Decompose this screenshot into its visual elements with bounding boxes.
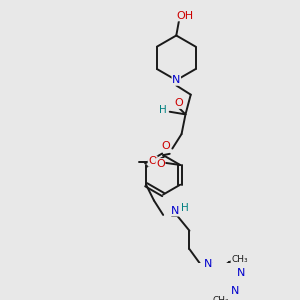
Text: O: O — [161, 141, 170, 151]
Text: O: O — [156, 159, 165, 169]
Text: CH₃: CH₃ — [213, 296, 229, 300]
Text: CH₃: CH₃ — [231, 255, 248, 264]
Text: H: H — [181, 202, 189, 213]
Text: N: N — [171, 206, 179, 216]
Text: OH: OH — [176, 11, 193, 21]
Text: O: O — [175, 98, 183, 108]
Text: O: O — [148, 156, 157, 166]
Text: N: N — [236, 268, 245, 278]
Text: N: N — [204, 259, 212, 269]
Text: N: N — [231, 286, 239, 296]
Text: N: N — [172, 75, 181, 85]
Text: H: H — [159, 105, 167, 115]
